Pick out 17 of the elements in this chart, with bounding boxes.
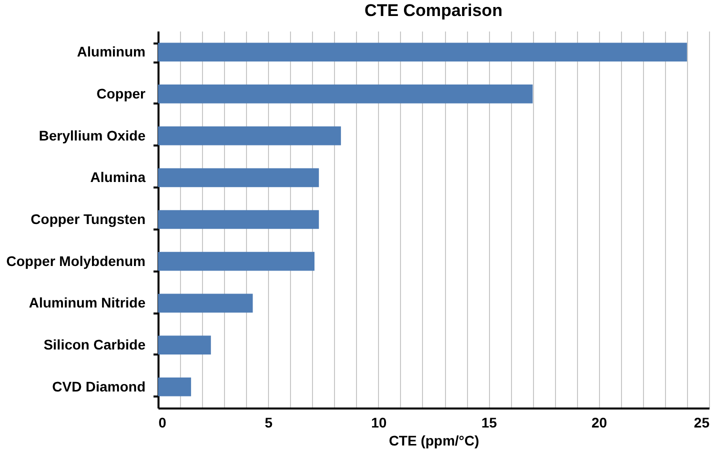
y-tick-label: Copper Molybdenum [6,252,146,269]
x-axis-title: CTE (ppm/°C) [388,432,480,448]
x-tick-label: 0 [158,414,166,430]
x-tick-label: 25 [694,414,710,430]
y-tick-label: Copper Tungsten [30,211,146,227]
chart-title: CTE Comparison [364,1,502,20]
y-tick-label: Aluminum Nitride [28,294,146,311]
x-tick-label: 5 [264,414,273,430]
x-tick-label: 10 [371,414,387,430]
y-tick-label: Silicon Carbide [44,336,146,353]
x-tick-label: 15 [481,414,498,430]
y-tick-label: CVD Diamond [52,378,146,394]
x-tick-label: 20 [592,414,608,430]
y-tick-label: Beryllium Oxide [38,127,146,144]
y-tick-label: Alumina [90,169,146,186]
y-tick-label: Copper [96,85,146,102]
y-tick-label: Aluminum [77,44,146,60]
